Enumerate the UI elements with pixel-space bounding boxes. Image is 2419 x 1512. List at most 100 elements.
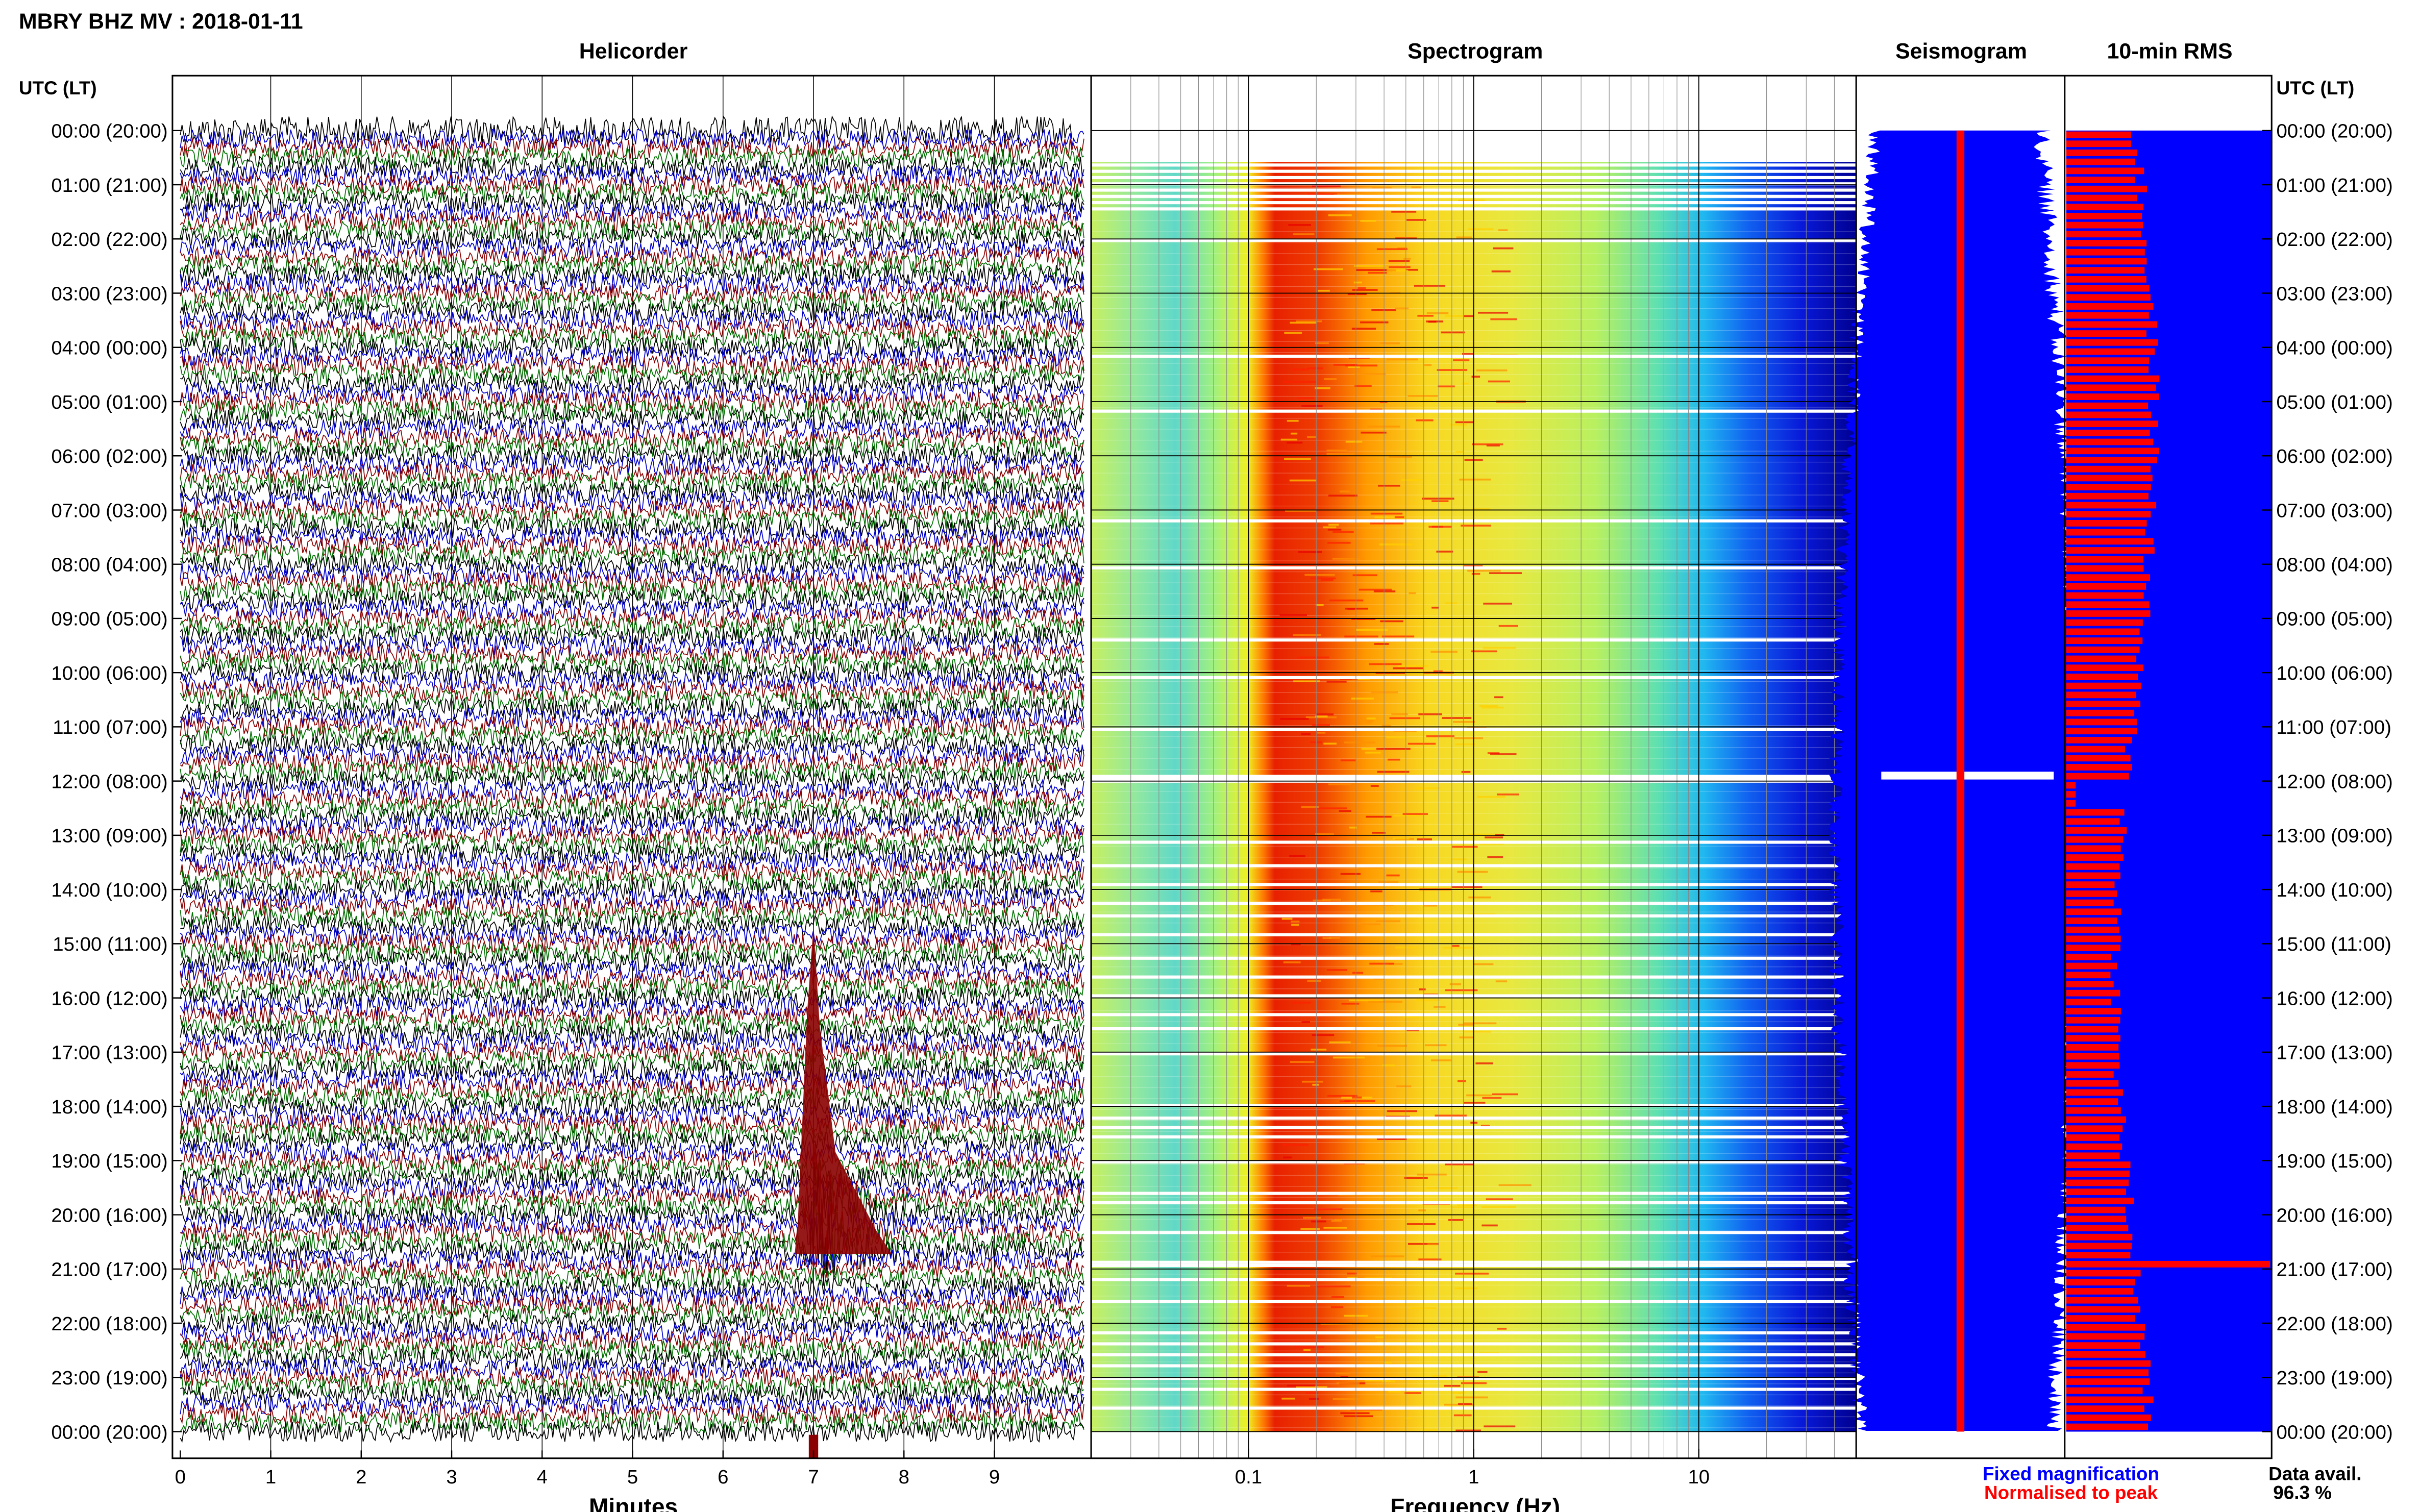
right-hour-label: 09:00 (05:00) — [2276, 608, 2392, 630]
rms-bar — [2066, 972, 2111, 979]
minute-tick-label: 8 — [899, 1466, 909, 1488]
rms-bar — [2066, 556, 2143, 563]
spectrogram-speckle — [1347, 293, 1367, 295]
helicorder-trace — [180, 851, 1084, 874]
spectrogram-speckle — [1466, 1094, 1492, 1097]
spectrogram-speckle — [1468, 896, 1491, 899]
rms-panel — [2066, 130, 2272, 1432]
spectrogram-speckle — [1352, 289, 1378, 291]
spectrogram-speckle — [1493, 247, 1514, 250]
helicorder-trace — [180, 914, 1084, 937]
spectrogram-speckle — [1456, 236, 1472, 239]
spectrogram-speckle — [1289, 855, 1305, 857]
helicorder-trace — [180, 1339, 1084, 1362]
spectrogram-speckle — [1327, 1095, 1357, 1097]
spectrogram-speckle — [1349, 999, 1384, 1002]
left-hour-label: 05:00 (01:00) — [51, 391, 167, 413]
rms-bar — [2066, 1216, 2127, 1223]
helicorder-trace — [180, 643, 1084, 666]
rms-bar — [2066, 628, 2140, 635]
spectrogram-speckle — [1344, 635, 1378, 638]
helicorder-trace — [180, 209, 1084, 232]
helicorder-trace — [180, 769, 1084, 793]
rms-bar — [2066, 402, 2149, 409]
helicorder-trace — [180, 1031, 1084, 1055]
spectrogram-speckle — [1381, 635, 1415, 638]
helicorder-trace — [180, 1104, 1084, 1127]
right-hour-label: 11:00 (07:00) — [2276, 716, 2391, 738]
rms-bar — [2066, 881, 2115, 888]
spectrogram-speckle — [1473, 963, 1494, 965]
figure-frame — [171, 75, 2273, 1459]
rms-bar — [2066, 583, 2146, 590]
rms-bar — [2066, 827, 2127, 834]
helicorder-trace — [180, 1150, 1084, 1173]
spectrogram-speckle — [1427, 1243, 1439, 1246]
spectrogram-speckle — [1371, 691, 1398, 693]
rms-bar — [2066, 1062, 2120, 1069]
spectrogram-speckle — [1331, 1296, 1344, 1298]
spectrogram-speckle — [1353, 373, 1386, 375]
spectrogram-speckle — [1442, 717, 1472, 719]
spectrogram-speckle — [1293, 233, 1315, 235]
helicorder-trace — [180, 191, 1084, 215]
spectrogram-speckle — [1426, 320, 1444, 323]
data-avail-value: 96.3 % — [2273, 1482, 2332, 1503]
minute-tick-label: 0 — [175, 1466, 186, 1488]
minute-tick-label: 4 — [537, 1466, 548, 1488]
rms-bar — [2066, 674, 2138, 680]
helicorder-trace — [180, 480, 1084, 503]
rms-bar — [2066, 945, 2120, 951]
rms-bar — [2066, 1152, 2120, 1159]
spectrogram-speckle — [1498, 229, 1508, 231]
spectrogram-speckle — [1312, 1083, 1319, 1086]
helicorder-trace — [180, 824, 1084, 847]
right-hour-label: 00:00 (20:00) — [2276, 120, 2392, 142]
helicorder-trace — [180, 1393, 1084, 1417]
spectrogram-speckle — [1403, 258, 1411, 260]
helicorder-trace — [180, 597, 1084, 621]
helicorder-trace — [180, 1077, 1084, 1100]
spectrogram-speckle — [1301, 405, 1323, 407]
spectrogram-speckle — [1498, 1184, 1532, 1186]
rms-bar — [2066, 682, 2142, 689]
spectrogram-speckle — [1452, 1392, 1465, 1394]
spectrogram-speckle — [1307, 436, 1316, 438]
helicorder-trace — [180, 805, 1084, 829]
spectrogram-speckle — [1315, 387, 1330, 389]
spectrogram-speckle — [1332, 1398, 1360, 1400]
left-hour-label: 09:00 (05:00) — [51, 608, 167, 630]
spectrogram-speckle — [1348, 366, 1360, 368]
spectrogram-speckle — [1369, 962, 1394, 965]
helicorder-trace — [180, 471, 1084, 494]
left-hour-label: 12:00 (08:00) — [51, 771, 167, 792]
spectrogram-speckle — [1477, 796, 1505, 798]
spectrogram-speckle — [1349, 826, 1357, 829]
spectrogram-speckle — [1389, 963, 1403, 965]
spectrogram-speckle — [1323, 742, 1337, 745]
spectrogram-speckle — [1408, 1243, 1439, 1245]
helicorder-trace — [180, 1176, 1084, 1200]
left-hour-label: 01:00 (21:00) — [51, 175, 167, 196]
helicorder-trace — [180, 1285, 1084, 1308]
spectrogram-speckle — [1431, 526, 1444, 528]
spectrogram-speckle — [1388, 1391, 1401, 1393]
spectrogram-speckle — [1370, 785, 1379, 787]
spectrogram-speckle — [1377, 771, 1410, 773]
rms-bar — [2066, 836, 2124, 843]
left-hour-label: 07:00 (03:00) — [51, 500, 167, 522]
spectrogram-speckle — [1332, 531, 1354, 533]
spectrogram-speckle — [1363, 720, 1374, 722]
spectrogram-speckle — [1304, 574, 1335, 576]
spectrogram-speckle — [1365, 1379, 1390, 1382]
rms-bar — [2066, 935, 2121, 943]
spectrogram-speckle — [1311, 1048, 1327, 1051]
rms-bar — [2066, 1053, 2119, 1060]
spectrogram-speckle — [1426, 1187, 1458, 1189]
spectrogram-speckle — [1417, 314, 1434, 317]
helicorder-trace — [180, 869, 1084, 892]
left-hour-label: 19:00 (15:00) — [51, 1150, 167, 1172]
spectrogram-speckle — [1289, 479, 1317, 482]
helicorder-title: Helicorder — [579, 39, 688, 63]
